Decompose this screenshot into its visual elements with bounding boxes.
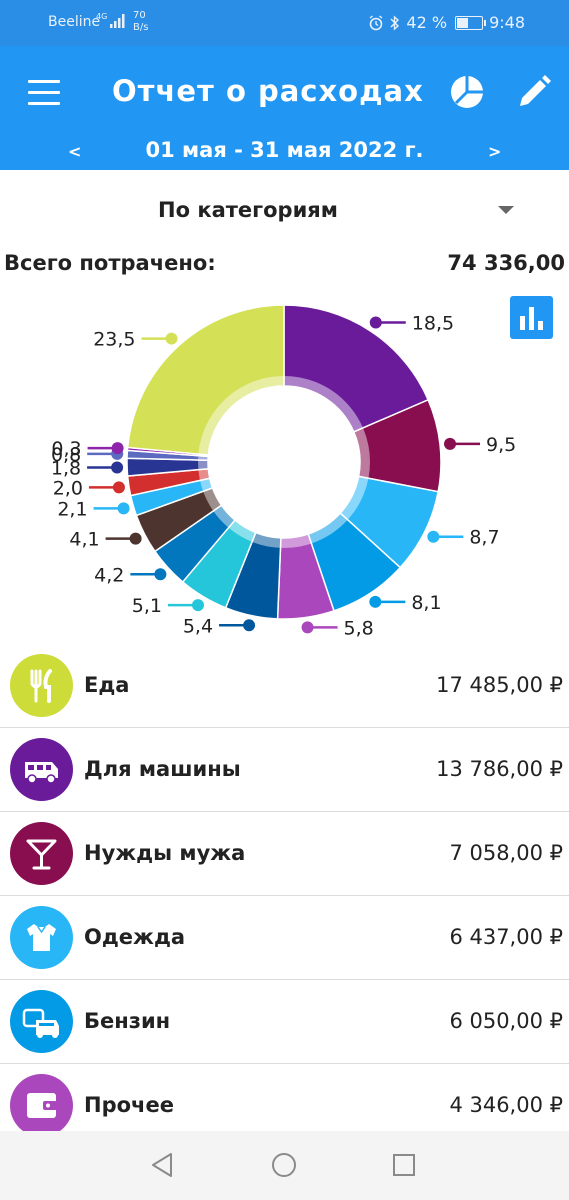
category-row[interactable]: Бензин 6 050,00 ₽ (0, 980, 569, 1064)
chart-data-label: 1,8 (51, 458, 81, 480)
chart-inner-ring (198, 376, 370, 548)
chart-data-label: 18,5 (412, 312, 454, 334)
bluetooth-icon (390, 14, 400, 31)
date-range[interactable]: 01 мая - 31 мая 2022 г. (145, 138, 424, 162)
net-speed-unit: B/s (133, 22, 149, 33)
cocktail-glass-icon (26, 839, 57, 870)
chart-data-label: 5,8 (344, 617, 374, 639)
chart-leader-dot (111, 461, 124, 474)
expense-donut-chart[interactable]: 18,5 9,5 8,7 8,1 5,8 5,4 5,1 4,2 4,1 2,12,01,80,8… (0, 280, 569, 640)
category-amount: 6 437,00 ₽ (449, 925, 563, 949)
chart-leader-dot (165, 332, 178, 345)
chart-data-label: 0,3 (51, 438, 81, 460)
category-amount: 4 346,00 ₽ (449, 1093, 563, 1117)
carrier-name: Beeline (48, 14, 101, 30)
network-type: 4G (96, 12, 108, 21)
chart-leader-dot (192, 599, 205, 612)
category-color-circle (10, 990, 73, 1053)
date-navigator: 01 мая - 31 мая 2022 г. < > (0, 138, 569, 168)
signal-icon (110, 14, 125, 28)
chart-data-label: 5,4 (183, 615, 213, 637)
chart-leader-dot (369, 316, 382, 329)
category-color-circle (10, 738, 73, 801)
chart-leader-dot (369, 595, 382, 608)
app-bar: Отчет о расходах 01 мая - 31 мая 2022 г.… (0, 46, 569, 170)
bar-chart-icon (520, 307, 543, 330)
chart-leader-dot (112, 481, 125, 494)
category-row[interactable]: Нужды мужа 7 058,00 ₽ (0, 812, 569, 896)
status-bar: Beeline 4G 70 B/s 42 % 9:48 (0, 0, 569, 46)
category-row[interactable]: Еда 17 485,00 ₽ (0, 644, 569, 728)
category-name: Бензин (84, 1009, 171, 1033)
menu-icon[interactable] (28, 80, 60, 106)
chart-data-label: 2,0 (53, 477, 83, 499)
wallet-icon (27, 1093, 57, 1118)
date-prev-button[interactable]: < (68, 142, 82, 161)
category-color-circle (10, 906, 73, 969)
category-amount: 17 485,00 ₽ (436, 673, 563, 697)
category-color-circle (10, 1074, 73, 1137)
home-icon[interactable] (268, 1149, 300, 1181)
chart-data-label: 4,2 (94, 564, 124, 586)
pie-chart-icon[interactable] (450, 75, 484, 109)
chart-leader-dot (111, 442, 124, 455)
chart-data-label: 0,8 (51, 444, 81, 466)
shirt-icon (27, 924, 56, 951)
recent-apps-icon[interactable] (388, 1149, 420, 1181)
chart-leader-dot (243, 619, 256, 632)
page-title: Отчет о расходах (112, 74, 424, 108)
battery-icon (455, 15, 487, 30)
category-name: Прочее (84, 1093, 174, 1117)
category-color-circle (10, 822, 73, 885)
chart-data-label: 4,1 (69, 529, 99, 551)
category-amount: 6 050,00 ₽ (449, 1009, 563, 1033)
category-name: Одежда (84, 925, 186, 949)
chart-data-label: 5,1 (132, 595, 162, 617)
chart-data-label: 2,1 (57, 498, 87, 520)
date-next-button[interactable]: > (488, 142, 502, 161)
van-icon (25, 762, 58, 784)
status-right: 42 % 9:48 (368, 13, 525, 32)
bar-chart-toggle-button[interactable] (510, 296, 553, 339)
category-name: Нужды мужа (84, 841, 246, 865)
category-amount: 13 786,00 ₽ (436, 757, 563, 781)
category-list: Еда 17 485,00 ₽ Для машины 13 786,00 ₽ Н… (0, 644, 569, 1147)
system-nav-bar (0, 1131, 569, 1200)
category-name: Для машины (84, 757, 241, 781)
chart-leader-dot (427, 530, 440, 543)
total-spent-label: Всего потрачено: (4, 251, 216, 275)
chart-leader-dot (117, 502, 130, 515)
net-speed: 70 B/s (133, 10, 148, 34)
chart-center-hole (208, 386, 360, 538)
total-spent-value: 74 336,00 (447, 251, 565, 275)
back-icon[interactable] (147, 1149, 179, 1181)
net-speed-value: 70 (133, 10, 146, 21)
group-by-value: По категориям (158, 198, 338, 222)
dropdown-arrow-icon (498, 206, 514, 214)
fork-knife-icon (30, 669, 52, 703)
chart-leader-dot (154, 568, 167, 581)
pencil-icon[interactable] (517, 75, 551, 109)
category-color-circle (10, 654, 73, 717)
chart-leader-dot (129, 532, 142, 545)
chart-data-label: 8,1 (411, 592, 441, 614)
chart-data-label: 8,7 (469, 527, 499, 549)
chart-data-label: 23,5 (93, 329, 135, 351)
category-row[interactable]: Прочее 4 346,00 ₽ (0, 1064, 569, 1147)
category-name: Еда (84, 673, 130, 697)
alarm-icon (369, 14, 383, 30)
category-amount: 7 058,00 ₽ (449, 841, 563, 865)
cars-icon (22, 1008, 59, 1038)
category-row[interactable]: Одежда 6 437,00 ₽ (0, 896, 569, 980)
clock: 9:48 (489, 13, 525, 32)
chart-leader-dot (444, 437, 457, 450)
chart-leader-dot (301, 621, 314, 634)
chart-data-label: 9,5 (486, 434, 516, 456)
group-by-select[interactable]: По категориям (0, 190, 569, 234)
category-row[interactable]: Для машины 13 786,00 ₽ (0, 728, 569, 812)
battery-percent: 42 % (406, 13, 448, 32)
